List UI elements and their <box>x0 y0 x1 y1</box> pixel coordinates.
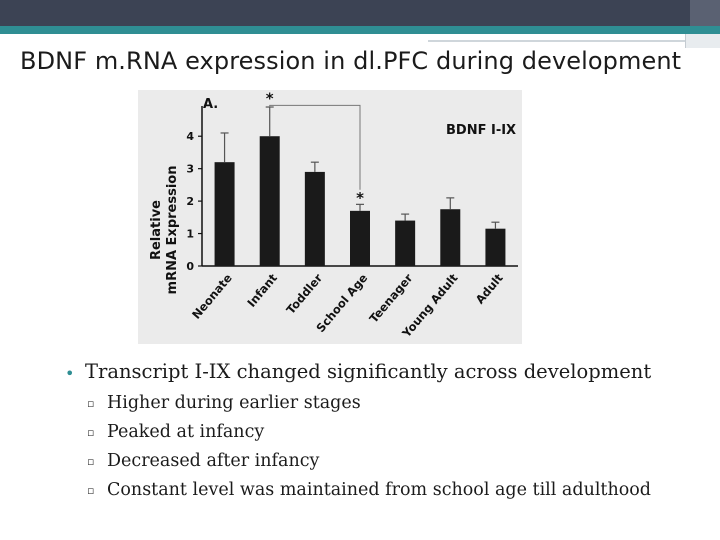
bullet-main-text: Transcript I-IX changed significantly ac… <box>85 360 652 383</box>
panel-label: A. <box>203 97 218 112</box>
y-tick-label: 0 <box>186 260 194 273</box>
sub-bullet-text: Decreased after infancy <box>107 451 320 471</box>
decorative-box <box>685 34 720 48</box>
bullet-dot: • <box>65 364 75 383</box>
sub-bullet-marker: ▫ <box>87 455 95 468</box>
top-bar-corner <box>690 0 720 26</box>
sub-bullet-text: Constant level was maintained from schoo… <box>107 480 652 500</box>
y-tick-label: 3 <box>186 163 194 176</box>
sub-bullet-text: Peaked at infancy <box>107 422 265 442</box>
bar <box>259 136 280 266</box>
sub-bullet-marker: ▫ <box>87 484 95 497</box>
bar <box>485 228 506 266</box>
bar <box>304 171 325 266</box>
y-tick-label: 1 <box>186 228 194 241</box>
y-tick-label: 2 <box>186 195 194 208</box>
y-tick-label: 4 <box>186 130 194 143</box>
sub-bullet-item: ▫ Higher during earlier stages <box>87 389 715 418</box>
top-bar <box>0 0 720 26</box>
chart-figure: A. BDNF I-IX Relative mRNA Expression 0 1… <box>138 89 522 344</box>
significance-bracket <box>269 104 361 190</box>
significance-star: * <box>356 189 364 207</box>
bar <box>214 162 235 266</box>
bar <box>395 220 416 266</box>
sub-bullet-list: ▫ Higher during earlier stages ▫ Peaked at… <box>65 389 715 505</box>
accent-band <box>0 26 720 34</box>
decorative-line <box>428 40 690 42</box>
significance-star: * <box>266 90 274 107</box>
bar-chart: A. BDNF I-IX Relative mRNA Expression 0 1… <box>138 89 522 344</box>
sub-bullet-marker: ▫ <box>87 426 95 439</box>
bullet-list: • Transcript I-IX changed significantly … <box>65 360 715 505</box>
bar <box>440 209 461 266</box>
slide-title: BDNF m.RNA expression in dl.PFC during d… <box>20 47 682 75</box>
sub-bullet-item: ▫ Constant level was maintained from scho… <box>87 476 715 505</box>
y-axis-label-line1: Relative <box>149 200 164 260</box>
sub-bullet-marker: ▫ <box>87 397 95 410</box>
y-axis-label-line2: mRNA Expression <box>165 166 180 295</box>
bar <box>350 210 370 266</box>
chart-annotation: BDNF I-IX <box>446 123 516 138</box>
sub-bullet-item: ▫ Peaked at infancy <box>87 418 715 447</box>
bullet-main: • Transcript I-IX changed significantly … <box>65 360 715 383</box>
sub-bullet-text: Higher during earlier stages <box>107 393 361 413</box>
sub-bullet-item: ▫ Decreased after infancy <box>87 447 715 476</box>
